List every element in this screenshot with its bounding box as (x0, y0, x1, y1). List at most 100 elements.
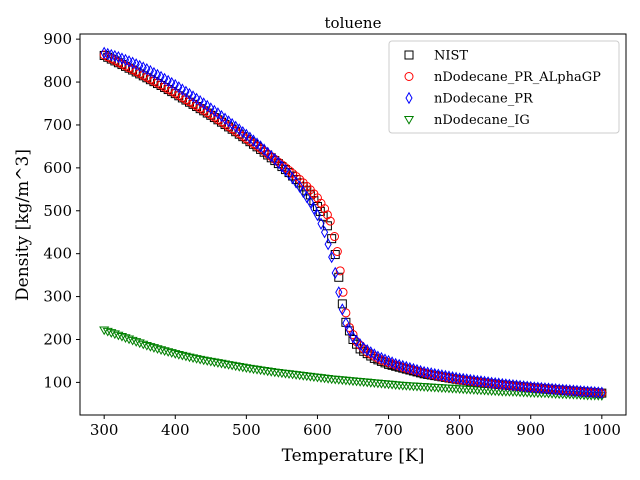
data-point (146, 64, 154, 78)
x-tick-label: 900 (516, 421, 545, 439)
chart-title: toluene (325, 14, 382, 32)
data-point (306, 195, 314, 209)
data-point (260, 143, 268, 156)
data-point (325, 216, 335, 226)
y-tick-label: 100 (43, 373, 72, 391)
data-point (152, 345, 163, 354)
data-point (598, 386, 606, 399)
data-point (349, 331, 357, 344)
data-point (189, 90, 197, 103)
legend-label: nDodecane_IG (434, 113, 530, 128)
data-point (168, 76, 176, 90)
x-axis-label: Temperature [K] (282, 446, 425, 466)
data-point (232, 120, 240, 133)
y-tick-label: 900 (43, 30, 72, 48)
data-point (281, 164, 290, 177)
x-tick-label: 500 (232, 421, 261, 439)
data-point (228, 117, 236, 131)
data-point (223, 361, 234, 370)
data-point (196, 94, 204, 108)
data-point (266, 368, 277, 377)
data-point (99, 326, 110, 336)
data-point (317, 217, 325, 230)
x-axis: 300 400 500 600 700 800 900 1000 (90, 415, 621, 439)
data-point (161, 72, 169, 86)
data-point (320, 226, 329, 239)
y-tick-label: 400 (43, 245, 72, 263)
data-point (212, 359, 223, 368)
data-point (191, 355, 202, 364)
legend-label: nDodecane_PR_ALphaGP (434, 70, 601, 85)
data-point (274, 156, 282, 170)
data-point (184, 353, 195, 363)
data-point (180, 352, 192, 362)
data-point (246, 131, 254, 144)
x-tick-label: 800 (445, 421, 474, 439)
data-point (120, 334, 131, 343)
data-point (113, 331, 124, 341)
x-tick-label: 300 (90, 421, 119, 439)
data-point (216, 359, 227, 369)
data-point (200, 97, 208, 110)
data-point (303, 190, 311, 204)
data-point (262, 367, 273, 377)
data-point (102, 327, 113, 337)
data-point (271, 153, 279, 166)
data-point (253, 137, 261, 150)
x-tick-label: 1000 (583, 421, 621, 439)
legend-item: nDodecane_IG (403, 113, 530, 128)
data-point (177, 351, 188, 361)
legend-item: nDodecane_PR_ALphaGP (404, 70, 601, 85)
data-point (328, 250, 336, 264)
data-point (310, 202, 318, 215)
data-point (332, 247, 342, 257)
legend-marker (403, 116, 415, 125)
data-point (203, 99, 211, 113)
plot-frame (79, 33, 627, 416)
x-tick-label: 600 (303, 421, 332, 439)
plot-area (99, 46, 607, 401)
data-point (235, 123, 243, 136)
data-point (360, 341, 368, 355)
data-point (171, 78, 179, 92)
data-point (370, 348, 378, 361)
y-tick-label: 600 (43, 159, 72, 177)
data-point (109, 330, 120, 340)
data-point (264, 146, 272, 160)
data-point (163, 348, 174, 357)
data-point (182, 85, 190, 99)
data-point (342, 316, 350, 330)
data-point (239, 125, 247, 139)
data-point (207, 102, 215, 115)
data-point (134, 339, 145, 349)
data-point (153, 68, 162, 82)
data-point (320, 204, 330, 214)
data-point (338, 287, 348, 297)
data-point (219, 360, 231, 370)
legend-label: NIST (434, 49, 468, 64)
y-tick-label: 800 (43, 73, 72, 91)
data-point (131, 338, 142, 347)
data-point (170, 350, 181, 359)
data-point (106, 329, 117, 338)
data-point (138, 340, 149, 350)
data-point (234, 363, 245, 372)
data-point (331, 266, 339, 280)
data-point (150, 66, 158, 80)
data-point (278, 160, 286, 173)
data-point (164, 74, 172, 88)
legend-item: NIST (404, 49, 468, 64)
data-point (241, 364, 252, 373)
data-point (214, 107, 222, 120)
data-point (173, 351, 184, 360)
data-point (178, 83, 186, 96)
legend-label: nDodecane_PR (434, 92, 534, 107)
data-point (145, 343, 156, 352)
data-point (210, 104, 218, 118)
data-point (244, 364, 255, 374)
data-point (205, 357, 216, 367)
data-point (187, 354, 199, 364)
series-nDodecane_PR (100, 46, 606, 399)
y-tick-label: 700 (43, 116, 72, 134)
data-point (338, 303, 346, 316)
